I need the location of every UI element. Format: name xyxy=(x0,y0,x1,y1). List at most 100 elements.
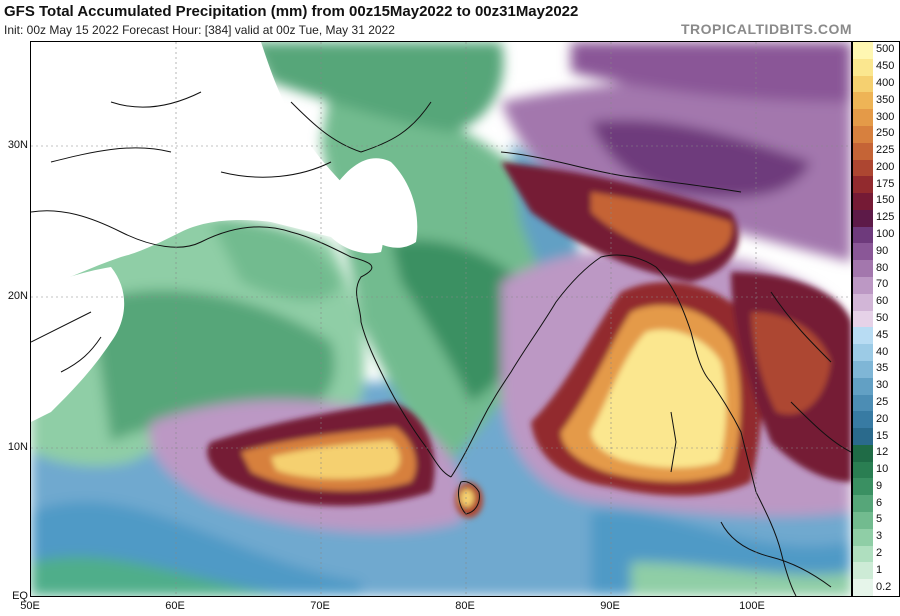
colorbar-level: 0.2 xyxy=(853,579,899,596)
colorbar-label: 80 xyxy=(876,261,889,274)
colorbar-swatch xyxy=(853,377,873,395)
colorbar-label: 100 xyxy=(876,228,895,241)
lon-label-60e: 60E xyxy=(165,600,185,612)
colorbar-swatch xyxy=(853,92,873,110)
colorbar-swatch xyxy=(853,394,873,412)
colorbar-level: 50 xyxy=(853,310,899,328)
colorbar-level: 2 xyxy=(853,545,899,563)
colorbar-label: 25 xyxy=(876,395,889,408)
colorbar-level: 20 xyxy=(853,411,899,429)
lon-label-70e: 70E xyxy=(310,600,330,612)
colorbar-swatch xyxy=(853,159,873,177)
lat-label-20n: 20N xyxy=(7,290,28,302)
colorbar-level: 400 xyxy=(853,75,899,93)
colorbar-swatch xyxy=(853,528,873,546)
colorbar-label: 125 xyxy=(876,211,895,224)
colorbar-label: 40 xyxy=(876,345,889,358)
heavy-precip-cores xyxy=(207,162,851,518)
colorbar-swatch xyxy=(853,277,873,294)
colorbar-swatch xyxy=(853,125,873,143)
colorbar-level: 40 xyxy=(853,344,899,361)
colorbar-level: 70 xyxy=(853,277,899,294)
map-subtitle: Init: 00z May 15 2022 Forecast Hour: [38… xyxy=(4,23,395,37)
lon-label-100e: 100E xyxy=(739,600,765,612)
colorbar-swatch xyxy=(853,512,873,529)
colorbar-level: 350 xyxy=(853,92,899,110)
map-canvas xyxy=(31,42,851,596)
precipitation-map xyxy=(30,41,852,597)
colorbar-level: 450 xyxy=(853,58,899,76)
colorbar-level: 225 xyxy=(853,142,899,160)
lon-label-50e: 50E xyxy=(20,600,40,612)
colorbar-level: 150 xyxy=(853,193,899,210)
colorbar-label: 2 xyxy=(876,547,883,560)
colorbar-level: 10 xyxy=(853,461,899,479)
colorbar-swatch xyxy=(853,562,873,580)
colorbar-label: 0.2 xyxy=(876,580,892,593)
colorbar-label: 225 xyxy=(876,144,895,157)
brand-watermark: TROPICALTIDBITS.COM xyxy=(680,21,852,37)
colorbar-swatch xyxy=(853,411,873,429)
colorbar-level: 500 xyxy=(853,42,899,59)
colorbar-level: 300 xyxy=(853,109,899,126)
colorbar-swatch xyxy=(853,193,873,210)
colorbar-swatch xyxy=(853,444,873,462)
colorbar-label: 1 xyxy=(876,563,883,576)
colorbar-label: 20 xyxy=(876,412,889,425)
colorbar-level: 15 xyxy=(853,428,899,445)
colorbar-swatch xyxy=(853,360,873,378)
colorbar-level: 125 xyxy=(853,209,899,227)
colorbar-level: 80 xyxy=(853,260,899,278)
colorbar-swatch xyxy=(853,42,873,59)
colorbar-label: 200 xyxy=(876,160,895,173)
colorbar-level: 30 xyxy=(853,377,899,395)
colorbar-swatch xyxy=(853,428,873,445)
colorbar-swatch xyxy=(853,142,873,160)
colorbar-swatch xyxy=(853,226,873,244)
colorbar-label: 175 xyxy=(876,177,895,190)
colorbar-swatch xyxy=(853,310,873,328)
lon-label-80e: 80E xyxy=(455,600,475,612)
colorbar-swatch xyxy=(853,461,873,479)
colorbar-legend: 500 450 400 350 300 250 225 200 175 150 125 100 90 80… xyxy=(852,41,900,597)
colorbar-label: 30 xyxy=(876,379,889,392)
colorbar-label: 250 xyxy=(876,127,895,140)
colorbar-label: 9 xyxy=(876,479,883,492)
colorbar-label: 400 xyxy=(876,76,895,89)
colorbar-label: 6 xyxy=(876,496,883,509)
colorbar-swatch xyxy=(853,478,873,496)
colorbar-label: 35 xyxy=(876,362,889,375)
lon-label-90e: 90E xyxy=(600,600,620,612)
lat-label-10n: 10N xyxy=(7,441,28,453)
colorbar-level: 12 xyxy=(853,444,899,462)
map-title: GFS Total Accumulated Precipitation (mm)… xyxy=(4,3,579,20)
coastlines xyxy=(31,91,851,596)
colorbar-swatch xyxy=(853,545,873,563)
lat-label-eq: EQ xyxy=(12,590,28,602)
colorbar-level: 1 xyxy=(853,562,899,580)
colorbar-swatch xyxy=(853,344,873,361)
colorbar-swatch xyxy=(853,293,873,311)
colorbar-label: 60 xyxy=(876,295,889,308)
colorbar-label: 15 xyxy=(876,429,889,442)
colorbar-label: 500 xyxy=(876,43,895,56)
colorbar-level: 60 xyxy=(853,293,899,311)
colorbar-swatch xyxy=(853,58,873,76)
colorbar-swatch xyxy=(853,327,873,345)
colorbar-label: 70 xyxy=(876,278,889,291)
colorbar-level: 250 xyxy=(853,125,899,143)
colorbar-level: 9 xyxy=(853,478,899,496)
colorbar-swatch xyxy=(853,243,873,261)
colorbar-label: 50 xyxy=(876,311,889,324)
colorbar-level: 45 xyxy=(853,327,899,345)
colorbar-level: 175 xyxy=(853,176,899,194)
gridlines xyxy=(31,42,851,596)
colorbar-swatch xyxy=(853,495,873,513)
colorbar-swatch xyxy=(853,109,873,126)
colorbar-level: 6 xyxy=(853,495,899,513)
colorbar-swatch xyxy=(853,260,873,278)
colorbar-label: 45 xyxy=(876,328,889,341)
colorbar-swatch xyxy=(853,579,873,596)
colorbar-level: 200 xyxy=(853,159,899,177)
colorbar-level: 3 xyxy=(853,528,899,546)
